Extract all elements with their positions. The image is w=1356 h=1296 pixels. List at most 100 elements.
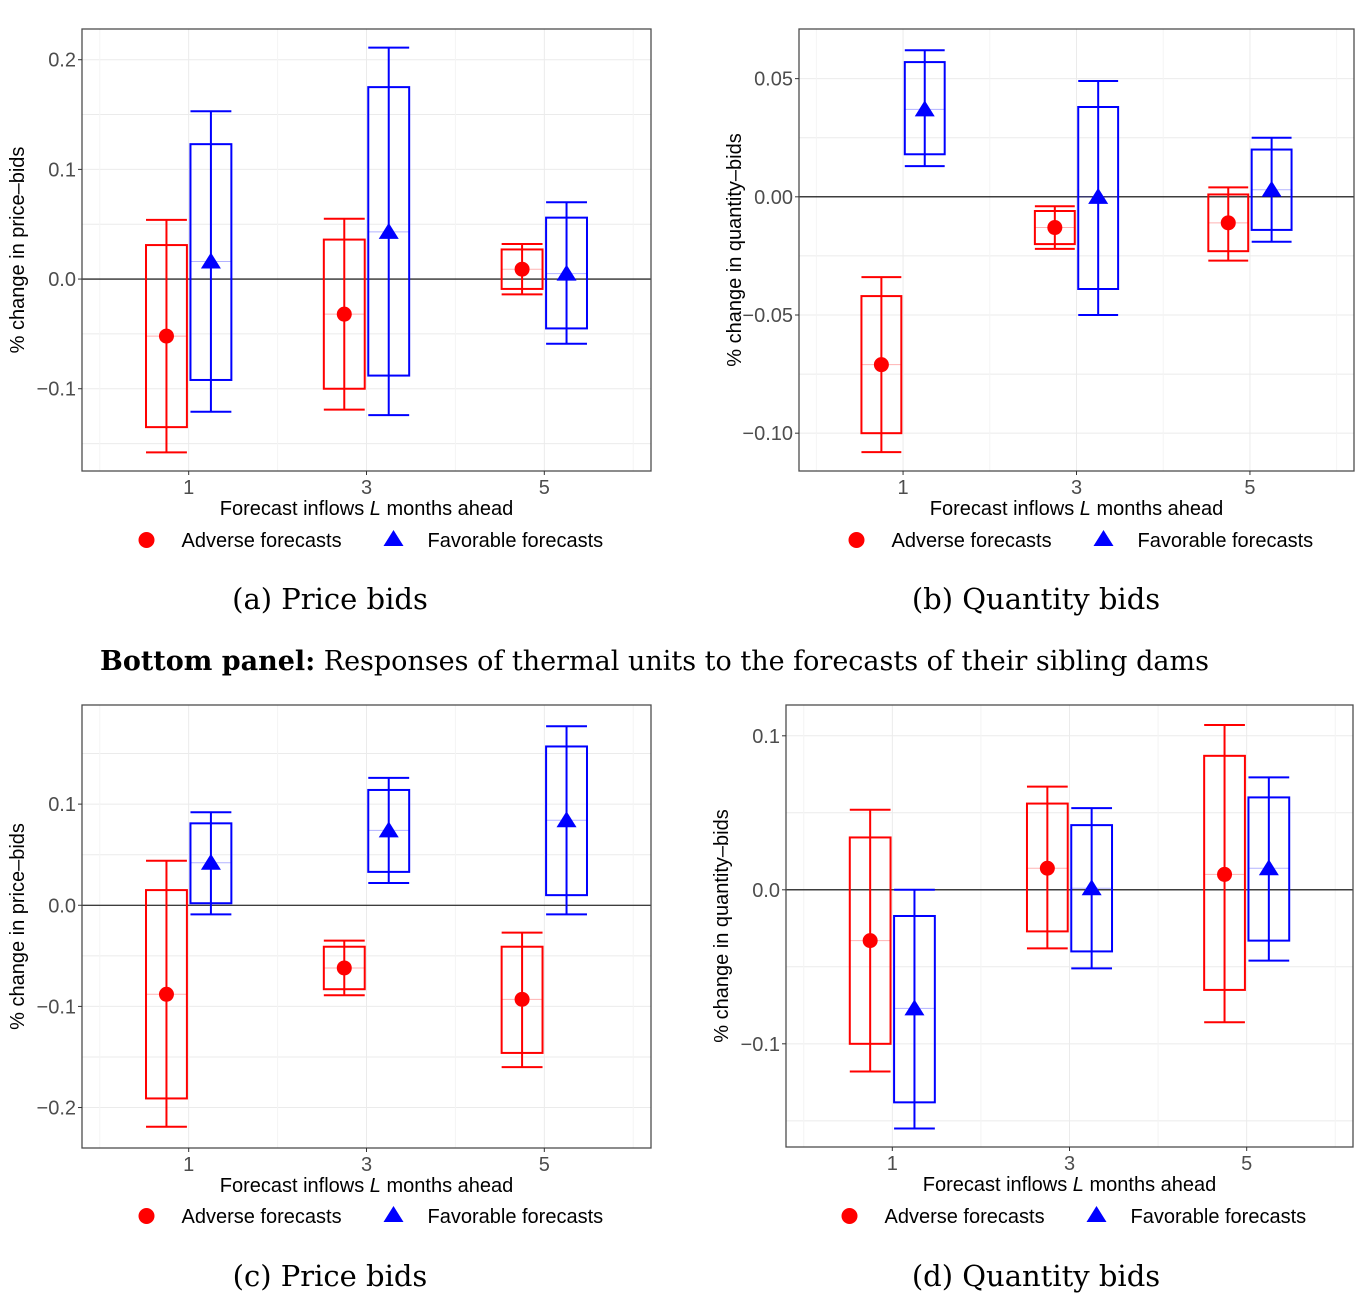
data-point-circle <box>336 960 352 976</box>
x-tick-label: 3 <box>1071 477 1082 499</box>
y-tick-label: 0.05 <box>754 69 793 91</box>
y-axis-title: % change in quantity–bids <box>711 809 733 1043</box>
y-tick-label: −0.1 <box>37 379 76 401</box>
y-tick-label: 0.0 <box>48 269 76 291</box>
legend-adverse-label: Adverse forecasts <box>182 1206 342 1228</box>
data-point-triangle <box>556 811 577 828</box>
legend-adverse-label: Adverse forecasts <box>885 1206 1045 1228</box>
legend: Adverse forecasts Favorable forecasts <box>848 530 1314 552</box>
y-tick-label: −0.1 <box>37 996 76 1018</box>
legend-adverse-label: Adverse forecasts <box>892 530 1052 552</box>
data-point-triangle <box>904 999 925 1016</box>
y-tick-label: 0.1 <box>48 159 76 181</box>
data-point-circle <box>873 357 889 373</box>
legend-favorable-icon <box>383 1206 404 1222</box>
x-axis-title-part: Forecast inflows <box>220 498 370 520</box>
x-axis-title-part: L <box>1073 1174 1084 1196</box>
heading-bold: Bottom panel: <box>100 646 315 677</box>
y-axis-title: % change in quantity–bids <box>724 133 746 367</box>
series-favorable <box>189 725 588 916</box>
series-favorable <box>903 49 1293 316</box>
legend: Adverse forecasts Favorable forecasts <box>841 1206 1307 1228</box>
chart-panel-c: −0.2 −0.1 0.0 0.1 1 3 5 Forecast inflows L mont… <box>7 704 652 1293</box>
x-tick-label: 5 <box>539 477 550 499</box>
legend-favorable-label: Favorable forecasts <box>1131 1206 1307 1228</box>
chart-panel-d: −0.1 0.0 0.1 1 3 5 Forecast inflows L months a… <box>711 704 1354 1293</box>
x-tick-label: 1 <box>183 477 194 499</box>
y-tick-label: −0.2 <box>37 1098 76 1120</box>
data-point-triangle <box>200 252 221 269</box>
x-axis-title-part: Forecast inflows <box>923 1174 1073 1196</box>
x-axis-title-part: months ahead <box>1084 1174 1216 1196</box>
legend-adverse-icon <box>841 1208 858 1224</box>
legend-adverse-label: Adverse forecasts <box>182 530 342 552</box>
data-point-circle <box>158 328 174 344</box>
legend-adverse-icon <box>848 532 865 548</box>
data-point-triangle <box>1088 187 1109 204</box>
series-favorable <box>893 776 1291 1130</box>
y-tick-label: 0.1 <box>752 726 780 748</box>
legend-favorable-label: Favorable forecasts <box>428 530 604 552</box>
legend-favorable-icon <box>383 530 404 546</box>
legend: Adverse forecasts Favorable forecasts <box>138 1206 604 1228</box>
y-tick-label: 0.1 <box>48 794 76 816</box>
legend-adverse-icon <box>138 532 155 548</box>
y-axis-title: % change in price–bids <box>7 823 29 1030</box>
panel-caption: (d) Quantity bids <box>912 1259 1160 1293</box>
y-tick-label: −0.05 <box>742 305 793 327</box>
series-adverse <box>860 186 1250 454</box>
y-tick-label: 0.0 <box>752 880 780 902</box>
x-axis-title-part: months ahead <box>1091 498 1223 520</box>
x-axis-title-part: months ahead <box>381 1175 513 1197</box>
data-point-triangle <box>556 264 577 281</box>
y-axis-title: % change in price–bids <box>7 147 29 354</box>
chart-panel-a: −0.1 0.0 0.1 0.2 1 3 5 Forecast inflows L month… <box>7 28 652 616</box>
y-tick-label: −0.1 <box>741 1034 780 1056</box>
data-point-circle <box>514 991 530 1007</box>
x-tick-label: 1 <box>898 477 909 499</box>
legend-favorable-label: Favorable forecasts <box>428 1206 604 1228</box>
panel-caption: (c) Price bids <box>233 1259 428 1293</box>
legend-adverse-icon <box>138 1208 155 1224</box>
data-point-triangle <box>200 853 221 870</box>
x-axis-title-part: L <box>370 498 381 520</box>
legend-favorable-icon <box>1086 1206 1107 1222</box>
x-tick-label: 1 <box>183 1154 194 1176</box>
data-point-circle <box>514 261 530 277</box>
chart-panel-b: −0.10 −0.05 0.00 0.05 1 3 5 Forecast inflows L … <box>724 28 1355 616</box>
series-adverse <box>848 724 1246 1073</box>
data-point-triangle <box>914 100 935 117</box>
data-point-circle <box>336 306 352 322</box>
x-axis-title: Forecast inflows L months ahead <box>923 1174 1217 1196</box>
data-point-triangle <box>378 222 399 239</box>
x-axis-title: Forecast inflows L months ahead <box>930 498 1224 520</box>
series-adverse <box>145 217 544 454</box>
data-point-circle <box>1217 866 1233 882</box>
heading-text: Responses of thermal units to the foreca… <box>315 646 1209 677</box>
x-axis-title: Forecast inflows L months ahead <box>220 1175 514 1197</box>
data-point-triangle <box>1258 859 1279 876</box>
data-point-circle <box>1047 220 1063 236</box>
x-tick-label: 3 <box>361 477 372 499</box>
y-tick-label: 0.2 <box>48 50 76 72</box>
y-tick-label: 0.0 <box>48 895 76 917</box>
x-tick-label: 5 <box>539 1154 550 1176</box>
legend: Adverse forecasts Favorable forecasts <box>138 530 604 552</box>
panel-caption: (a) Price bids <box>232 582 428 616</box>
x-axis-title-part: Forecast inflows <box>930 498 1080 520</box>
legend-favorable-icon <box>1093 530 1114 546</box>
data-point-triangle <box>378 821 399 838</box>
x-axis-title-part: Forecast inflows <box>220 1175 370 1197</box>
data-point-circle <box>862 933 878 949</box>
bottom-panel-heading: Bottom panel: Responses of thermal units… <box>100 646 1209 677</box>
legend-favorable-label: Favorable forecasts <box>1138 530 1314 552</box>
data-point-triangle <box>1081 879 1102 896</box>
series-favorable <box>189 46 588 417</box>
x-tick-label: 5 <box>1244 477 1255 499</box>
series-adverse <box>145 859 544 1128</box>
x-tick-label: 1 <box>887 1153 898 1175</box>
panel-caption: (b) Quantity bids <box>912 582 1160 616</box>
x-axis-title-part: months ahead <box>381 498 513 520</box>
data-point-circle <box>1220 215 1236 231</box>
